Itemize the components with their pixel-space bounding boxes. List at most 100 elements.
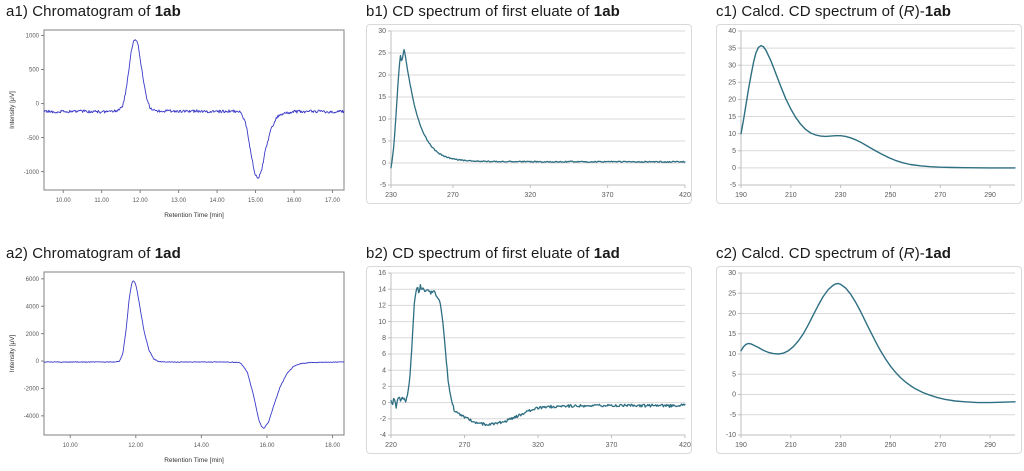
svg-text:40: 40 bbox=[728, 28, 736, 35]
svg-text:-5: -5 bbox=[730, 412, 736, 419]
calcd-cd-1ab-frame: 190 210 230 250 270 290 -5 0 5 10 15 20 25 30 35 40 bbox=[716, 24, 1022, 204]
title-bold: 1ab bbox=[154, 3, 181, 20]
svg-text:Retention Time [min]: Retention Time [min] bbox=[164, 457, 224, 464]
svg-text:370: 370 bbox=[602, 192, 614, 199]
svg-text:250: 250 bbox=[885, 442, 897, 449]
svg-text:0: 0 bbox=[382, 160, 386, 167]
svg-text:11.00: 11.00 bbox=[94, 198, 109, 204]
svg-text:420: 420 bbox=[679, 442, 691, 449]
svg-text:-10: -10 bbox=[726, 432, 736, 439]
svg-text:0: 0 bbox=[732, 392, 736, 399]
panel-b2-title: b2) CD spectrum of first eluate of 1ad bbox=[366, 245, 692, 262]
svg-text:190: 190 bbox=[735, 192, 747, 199]
svg-text:270: 270 bbox=[934, 442, 946, 449]
svg-text:270: 270 bbox=[447, 192, 459, 199]
svg-text:270: 270 bbox=[459, 442, 471, 449]
svg-text:370: 370 bbox=[606, 442, 618, 449]
title-mid: )- bbox=[914, 3, 925, 20]
calcd-cd-1ad-frame: 190 210 230 250 270 290 -10 -5 0 5 10 15 20 25 30 bbox=[716, 266, 1022, 454]
panel-a2: a2) Chromatogram of 1ad 10.00 12.00 14.00 1… bbox=[6, 245, 352, 465]
cd-spectrum-1ad-frame: 220 270 320 370 420 -4 -2 0 2 4 6 8 10 12 14 16 bbox=[366, 266, 692, 454]
svg-text:14.00: 14.00 bbox=[194, 443, 210, 449]
svg-text:12: 12 bbox=[378, 303, 386, 310]
svg-text:270: 270 bbox=[934, 192, 946, 199]
svg-text:210: 210 bbox=[785, 192, 797, 199]
svg-text:20: 20 bbox=[378, 72, 386, 79]
title-pre: c2) Calcd. CD spectrum of ( bbox=[716, 245, 904, 262]
panel-c2-title: c2) Calcd. CD spectrum of (R)-1ad bbox=[716, 245, 1022, 262]
svg-text:-500: -500 bbox=[27, 136, 40, 142]
svg-text:5: 5 bbox=[732, 148, 736, 155]
svg-text:320: 320 bbox=[532, 442, 544, 449]
svg-text:12.00: 12.00 bbox=[128, 443, 144, 449]
svg-text:12.00: 12.00 bbox=[133, 198, 149, 204]
svg-text:230: 230 bbox=[835, 442, 847, 449]
svg-text:2: 2 bbox=[382, 384, 386, 391]
svg-text:-4: -4 bbox=[380, 432, 386, 439]
svg-text:5: 5 bbox=[732, 371, 736, 378]
svg-text:10.00: 10.00 bbox=[56, 198, 72, 204]
title-italic: R bbox=[903, 3, 915, 20]
svg-text:0: 0 bbox=[36, 359, 40, 365]
svg-text:4000: 4000 bbox=[26, 304, 40, 310]
svg-text:10: 10 bbox=[728, 351, 736, 358]
svg-text:230: 230 bbox=[385, 192, 397, 199]
panel-b1-title: b1) CD spectrum of first eluate of 1ab bbox=[366, 3, 692, 20]
cd-spectrum-1ab-frame: 230 270 320 370 420 -5 0 5 10 15 20 25 30 bbox=[366, 24, 692, 204]
title-bold: 1ad bbox=[154, 245, 181, 262]
svg-text:25: 25 bbox=[728, 290, 736, 297]
svg-text:0: 0 bbox=[382, 400, 386, 407]
svg-text:15: 15 bbox=[728, 331, 736, 338]
svg-text:20: 20 bbox=[728, 311, 736, 318]
svg-text:17.00: 17.00 bbox=[325, 198, 341, 204]
svg-text:30: 30 bbox=[378, 28, 386, 35]
svg-text:290: 290 bbox=[984, 442, 996, 449]
panel-a1: a1) Chromatogram of 1ab 10.00 11.00 12.00 1… bbox=[6, 3, 352, 220]
title-mid: )- bbox=[914, 245, 925, 262]
title-pre: c1) Calcd. CD spectrum of ( bbox=[716, 3, 904, 20]
svg-text:420: 420 bbox=[679, 192, 691, 199]
title-pre: a1) Chromatogram of bbox=[6, 3, 155, 20]
svg-text:8: 8 bbox=[382, 335, 386, 342]
svg-text:Intensity [μV]: Intensity [μV] bbox=[9, 334, 16, 372]
svg-text:25: 25 bbox=[728, 80, 736, 87]
panel-c1: c1) Calcd. CD spectrum of (R)-1ab 190 210… bbox=[716, 3, 1022, 209]
svg-text:15: 15 bbox=[728, 114, 736, 121]
svg-text:230: 230 bbox=[835, 192, 847, 199]
panel-c1-title: c1) Calcd. CD spectrum of (R)-1ab bbox=[716, 3, 1022, 20]
svg-text:5: 5 bbox=[382, 138, 386, 145]
svg-text:13.00: 13.00 bbox=[171, 198, 187, 204]
svg-text:10: 10 bbox=[728, 131, 736, 138]
svg-text:18.00: 18.00 bbox=[325, 443, 341, 449]
svg-text:-5: -5 bbox=[730, 182, 736, 189]
svg-text:-2: -2 bbox=[380, 416, 386, 423]
svg-text:10: 10 bbox=[378, 319, 386, 326]
svg-text:16: 16 bbox=[378, 270, 386, 277]
svg-text:10: 10 bbox=[378, 116, 386, 123]
svg-text:2000: 2000 bbox=[26, 332, 40, 338]
panel-b2: b2) CD spectrum of first eluate of 1ad 2… bbox=[366, 245, 692, 459]
svg-text:14.00: 14.00 bbox=[210, 198, 226, 204]
panel-c2: c2) Calcd. CD spectrum of (R)-1ad 190 210… bbox=[716, 245, 1022, 459]
chromatogram-1ab-chart: 10.00 11.00 12.00 13.00 14.00 15.00 16.00 17.00… bbox=[9, 29, 345, 219]
title-italic: R bbox=[903, 245, 915, 262]
svg-text:190: 190 bbox=[735, 442, 747, 449]
svg-text:220: 220 bbox=[385, 442, 397, 449]
panel-a2-title: a2) Chromatogram of 1ad bbox=[6, 245, 352, 262]
svg-text:500: 500 bbox=[29, 68, 40, 74]
title-bold: 1ad bbox=[593, 245, 620, 262]
svg-text:0: 0 bbox=[36, 102, 40, 108]
svg-text:16.00: 16.00 bbox=[286, 198, 302, 204]
svg-text:320: 320 bbox=[524, 192, 536, 199]
svg-text:20: 20 bbox=[728, 97, 736, 104]
svg-text:0: 0 bbox=[732, 165, 736, 172]
svg-text:10.00: 10.00 bbox=[63, 443, 79, 449]
svg-text:290: 290 bbox=[984, 192, 996, 199]
title-pre: b2) CD spectrum of first eluate of bbox=[366, 245, 594, 262]
svg-text:Intensity [μV]: Intensity [μV] bbox=[9, 91, 16, 129]
cd-spectrum-1ab-chart: 230 270 320 370 420 -5 0 5 10 15 20 25 30 bbox=[378, 28, 691, 199]
panel-a1-title: a1) Chromatogram of 1ab bbox=[6, 3, 352, 20]
svg-text:16.00: 16.00 bbox=[259, 443, 275, 449]
svg-text:15: 15 bbox=[378, 94, 386, 101]
svg-text:30: 30 bbox=[728, 270, 736, 277]
